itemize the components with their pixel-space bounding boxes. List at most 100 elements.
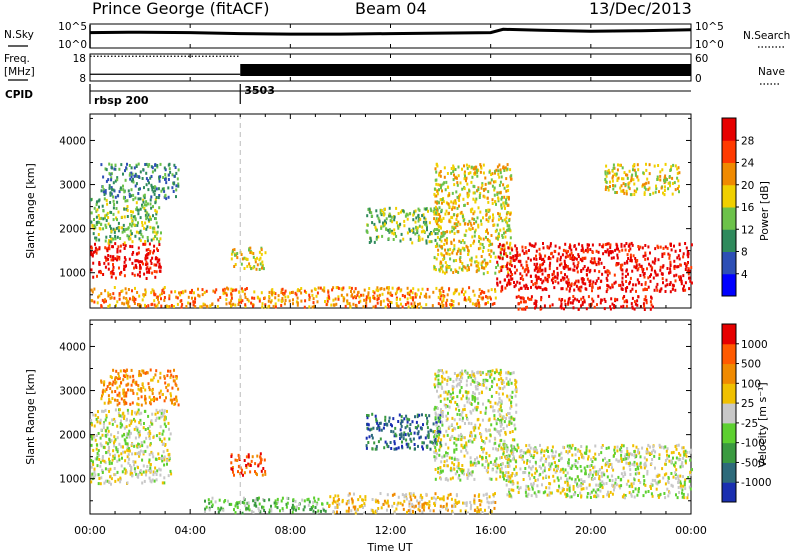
scatter-cell <box>535 266 538 270</box>
colorbar-tick-label: 8 <box>741 247 748 259</box>
scatter-cell <box>633 182 636 186</box>
scatter-cell <box>477 264 480 268</box>
scatter-cell <box>131 272 134 276</box>
scatter-cell <box>144 394 147 398</box>
scatter-cell <box>310 289 313 293</box>
scatter-cell <box>508 423 511 426</box>
scatter-cell <box>144 428 147 431</box>
scatter-cell <box>482 493 485 497</box>
scatter-cell <box>551 273 554 277</box>
scatter-cell <box>462 501 464 505</box>
scatter-cell <box>374 509 377 513</box>
scatter-cell <box>280 304 283 307</box>
scatter-cell <box>403 224 406 228</box>
scatter-cell <box>110 227 112 231</box>
scatter-cell <box>411 504 414 508</box>
scatter-cell <box>488 253 491 257</box>
scatter-cell <box>451 476 454 480</box>
scatter-cell <box>494 401 497 405</box>
scatter-cell <box>534 285 537 289</box>
scatter-cell <box>428 414 431 418</box>
scatter-cell <box>573 297 576 301</box>
scatter-cell <box>647 285 650 289</box>
scatter-cell <box>261 302 264 306</box>
scatter-cell <box>507 278 510 282</box>
scatter-cell <box>122 388 125 392</box>
scatter-cell <box>115 226 118 230</box>
scatter-cell <box>490 249 493 253</box>
scatter-cell <box>130 368 133 372</box>
scatter-cell <box>134 460 137 464</box>
scatter-cell <box>589 282 592 285</box>
scatter-cell <box>378 426 381 430</box>
scatter-cell <box>234 288 237 292</box>
scatter-cell <box>446 252 449 256</box>
scatter-cell <box>400 232 403 236</box>
scatter-cell <box>424 501 427 505</box>
scatter-cell <box>90 253 93 257</box>
scatter-cell <box>149 202 152 206</box>
scatter-cell <box>506 167 509 171</box>
scatter-cell <box>489 181 492 185</box>
scatter-cell <box>95 223 98 226</box>
scatter-cell <box>129 472 132 476</box>
scatter-cell <box>439 497 441 501</box>
scatter-cell <box>533 268 536 272</box>
scatter-cell <box>575 284 578 288</box>
noise-right-tick-bottom: 10^0 <box>695 39 724 51</box>
scatter-cell <box>491 198 494 202</box>
scatter-cell <box>405 414 408 418</box>
scatter-cell <box>127 432 130 436</box>
scatter-cell <box>95 209 98 213</box>
scatter-cell <box>158 177 161 181</box>
scatter-cell <box>334 494 337 498</box>
scatter-cell <box>453 222 456 226</box>
scatter-cell <box>565 287 568 291</box>
scatter-cell <box>477 225 480 229</box>
scatter-cell <box>130 224 133 228</box>
scatter-cell <box>542 257 545 261</box>
scatter-cell <box>371 412 374 416</box>
scatter-cell <box>138 370 141 373</box>
scatter-cell <box>137 162 140 166</box>
scatter-cell <box>104 214 107 218</box>
scatter-cell <box>563 307 565 311</box>
scatter-cell <box>401 294 404 297</box>
scatter-cell <box>591 289 593 293</box>
scatter-cell <box>142 470 145 474</box>
scatter-cell <box>391 493 394 497</box>
scatter-cell <box>679 275 682 279</box>
scatter-cell <box>466 202 469 205</box>
scatter-cell <box>480 435 483 439</box>
scatter-cell <box>452 259 455 263</box>
scatter-cell <box>138 294 141 298</box>
scatter-cell <box>126 433 129 437</box>
scatter-cell <box>347 501 350 505</box>
scatter-cell <box>597 294 600 298</box>
scatter-cell <box>487 289 490 293</box>
scatter-cell <box>248 508 251 512</box>
scatter-cell <box>509 177 512 181</box>
scatter-cell <box>147 179 150 183</box>
scatter-cell <box>459 478 462 482</box>
scatter-cell <box>126 442 129 446</box>
scatter-cell <box>539 286 542 290</box>
scatter-cell <box>672 163 675 167</box>
scatter-cell <box>159 371 162 375</box>
scatter-cell <box>148 270 151 274</box>
scatter-cell <box>649 274 651 278</box>
scatter-cell <box>469 171 472 175</box>
scatter-cell <box>126 408 129 412</box>
scatter-cell <box>359 495 362 499</box>
scatter-cell <box>448 193 451 197</box>
scatter-cell <box>228 502 231 506</box>
scatter-cell <box>315 294 318 298</box>
scatter-cell <box>527 269 530 273</box>
scatter-cell <box>164 415 166 419</box>
scatter-cell <box>500 438 503 442</box>
scatter-cell <box>116 218 118 222</box>
scatter-cell <box>499 280 502 284</box>
scatter-cell <box>488 495 491 499</box>
scatter-cell <box>514 283 517 287</box>
scatter-cell <box>668 271 670 275</box>
